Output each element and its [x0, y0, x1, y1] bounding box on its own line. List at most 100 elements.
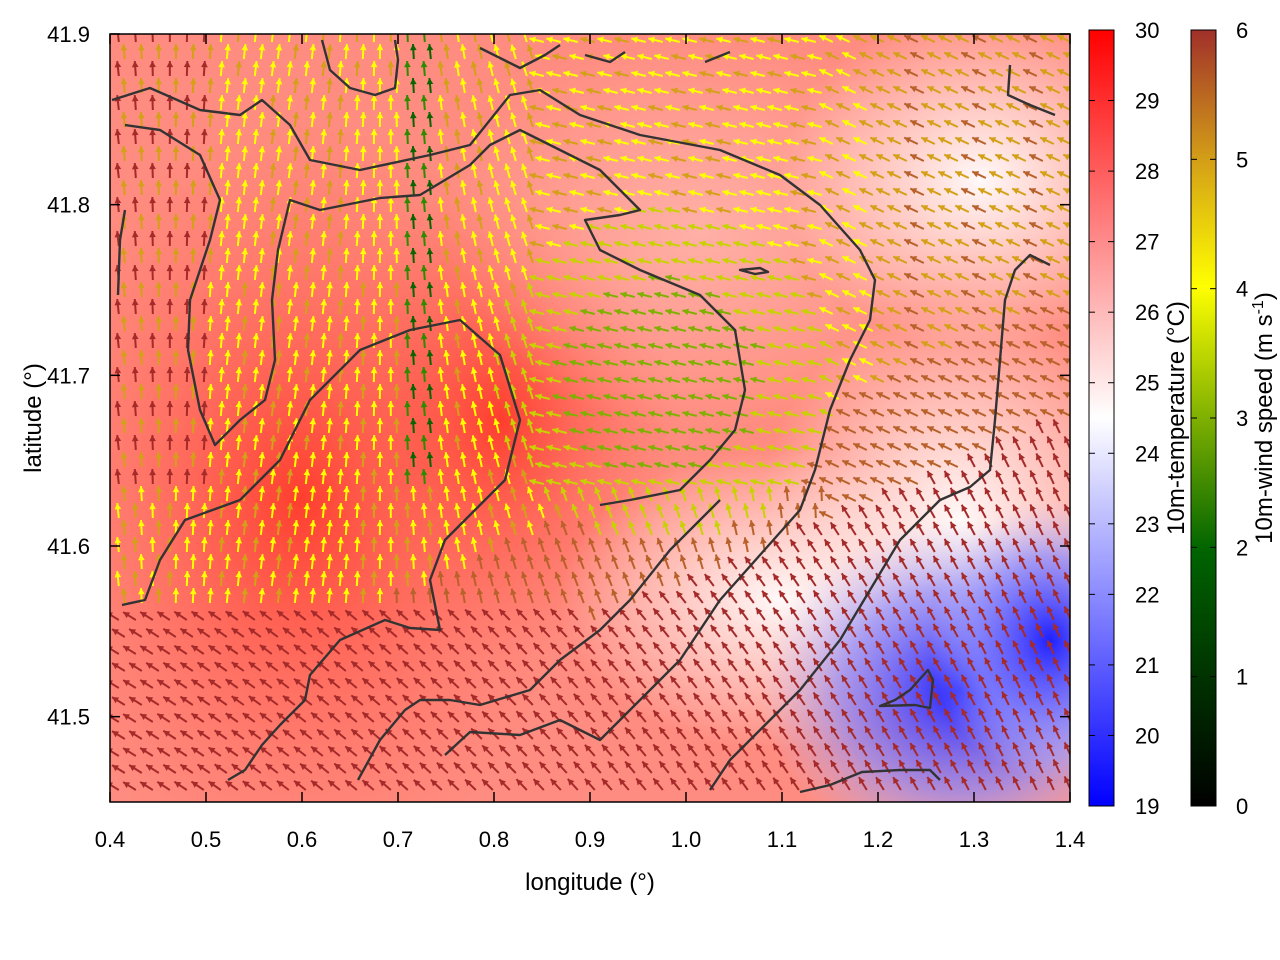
- wind-vector-head: [487, 163, 495, 171]
- wind-vector-head: [454, 265, 461, 272]
- wind-vector-head: [842, 52, 850, 59]
- wind-vector-head: [426, 248, 434, 255]
- wind-vector-head: [476, 78, 484, 86]
- wind-vector-head: [393, 214, 401, 221]
- wind-vector-head: [504, 61, 511, 69]
- wind-vector-head: [409, 248, 417, 255]
- wind-vector-head: [801, 104, 809, 112]
- wind-vector-head: [648, 36, 656, 44]
- wind-vector-head: [535, 189, 543, 197]
- wind-vector-head: [476, 146, 484, 154]
- wind-vector: [1069, 453, 1070, 455]
- wind-vector-head: [309, 146, 317, 153]
- wind-vector-head: [275, 282, 283, 289]
- wind-vector-head: [756, 223, 764, 231]
- wind-vector-head: [552, 121, 560, 129]
- wind-vector-head: [303, 129, 311, 136]
- wind-vector-head: [552, 53, 560, 61]
- wind-vector-head: [149, 197, 156, 204]
- wind-vector-head: [166, 129, 174, 136]
- wind-vector-head: [1029, 52, 1037, 59]
- wind-vector-head: [476, 248, 484, 256]
- wind-vector-head: [995, 154, 1003, 161]
- wind-vector-head: [1046, 222, 1054, 229]
- wind-vector-head: [1012, 52, 1020, 59]
- wind-vector-head: [773, 121, 781, 129]
- wind-vector-head: [409, 146, 417, 153]
- wind-vector-head: [989, 137, 997, 144]
- wind-vector-head: [393, 248, 401, 255]
- wind-vector-head: [825, 154, 833, 161]
- wind-vector-head: [218, 163, 225, 170]
- wind-vector-head: [876, 52, 884, 59]
- wind-vector-head: [286, 61, 294, 68]
- wind-vector-head: [172, 214, 180, 221]
- wind-vector-head: [1006, 205, 1014, 212]
- wind-vector-head: [183, 163, 191, 170]
- wind-vector-head: [597, 206, 605, 214]
- wind-vector-head: [893, 188, 901, 195]
- wind-vector-head: [1046, 154, 1054, 161]
- wind-vector-head: [819, 35, 827, 42]
- wind-vector-head: [563, 274, 571, 282]
- wind-vector-head: [580, 104, 588, 112]
- wind-vector-head: [801, 274, 809, 282]
- wind-vector-head: [1063, 256, 1070, 263]
- wind-vector-head: [682, 206, 690, 214]
- wind-vector-head: [420, 95, 428, 102]
- wind-vector-head: [921, 69, 929, 76]
- wind-vector-head: [1012, 86, 1020, 93]
- wind-vector-head: [166, 231, 174, 238]
- wind-vector: [1069, 623, 1070, 625]
- wind-vector-head: [955, 137, 963, 144]
- wind-vector-head: [303, 27, 310, 33]
- wind-vector-head: [870, 205, 878, 212]
- wind-vector-head: [825, 120, 833, 127]
- wind-vector-head: [682, 274, 690, 282]
- wind-vector-head: [1063, 52, 1070, 59]
- wind-vector-head: [614, 206, 622, 214]
- wind-vector-head: [859, 290, 867, 297]
- wind-vector-head: [739, 223, 747, 231]
- wind-vector-head: [1029, 188, 1037, 195]
- wind-vector-head: [370, 231, 378, 238]
- wind-vector-head: [1070, 725, 1076, 732]
- wind-vector-head: [944, 290, 952, 297]
- wind-vector-head: [819, 103, 827, 110]
- wind-vector-head: [218, 27, 225, 33]
- wind-vector-head: [1063, 120, 1070, 127]
- wind-vector-head: [421, 27, 428, 33]
- wind-vector-head: [938, 273, 946, 280]
- wind-vector-head: [552, 291, 560, 299]
- wind-vector-head: [131, 197, 139, 204]
- wind-vector-head: [252, 197, 260, 204]
- wind-vector-head: [887, 171, 895, 178]
- wind-vector-head: [1023, 205, 1031, 212]
- wind-vector-head: [207, 282, 214, 289]
- wind-vector-head: [876, 290, 884, 297]
- wind-vector-head: [376, 44, 384, 51]
- wind-vector-head: [671, 53, 679, 61]
- wind-vector-head: [437, 231, 445, 238]
- wind-vector-head: [535, 291, 543, 299]
- wind-vector-head: [580, 206, 588, 214]
- wind-vector-head: [241, 112, 249, 119]
- wind-vector-head: [756, 53, 764, 61]
- wind-vector-head: [487, 34, 489, 35]
- wind-vector-head: [893, 222, 901, 229]
- wind-vector-head: [671, 121, 679, 129]
- wind-vector-head: [870, 239, 878, 246]
- wind-vector-head: [235, 197, 243, 204]
- wind-vector-head: [504, 163, 511, 171]
- wind-vector-head: [437, 129, 445, 136]
- wind-vector-head: [552, 223, 560, 231]
- wind-vector-head: [359, 112, 367, 119]
- wind-vector-head: [155, 180, 163, 187]
- wind-vector-head: [370, 95, 378, 102]
- wind-vector-head: [224, 180, 231, 187]
- wind-vector-head: [166, 163, 174, 170]
- wind-vector-head: [454, 95, 461, 102]
- wind-vector-head: [241, 180, 249, 187]
- wind-vector-head: [224, 248, 231, 255]
- wind-vector-head: [955, 205, 963, 212]
